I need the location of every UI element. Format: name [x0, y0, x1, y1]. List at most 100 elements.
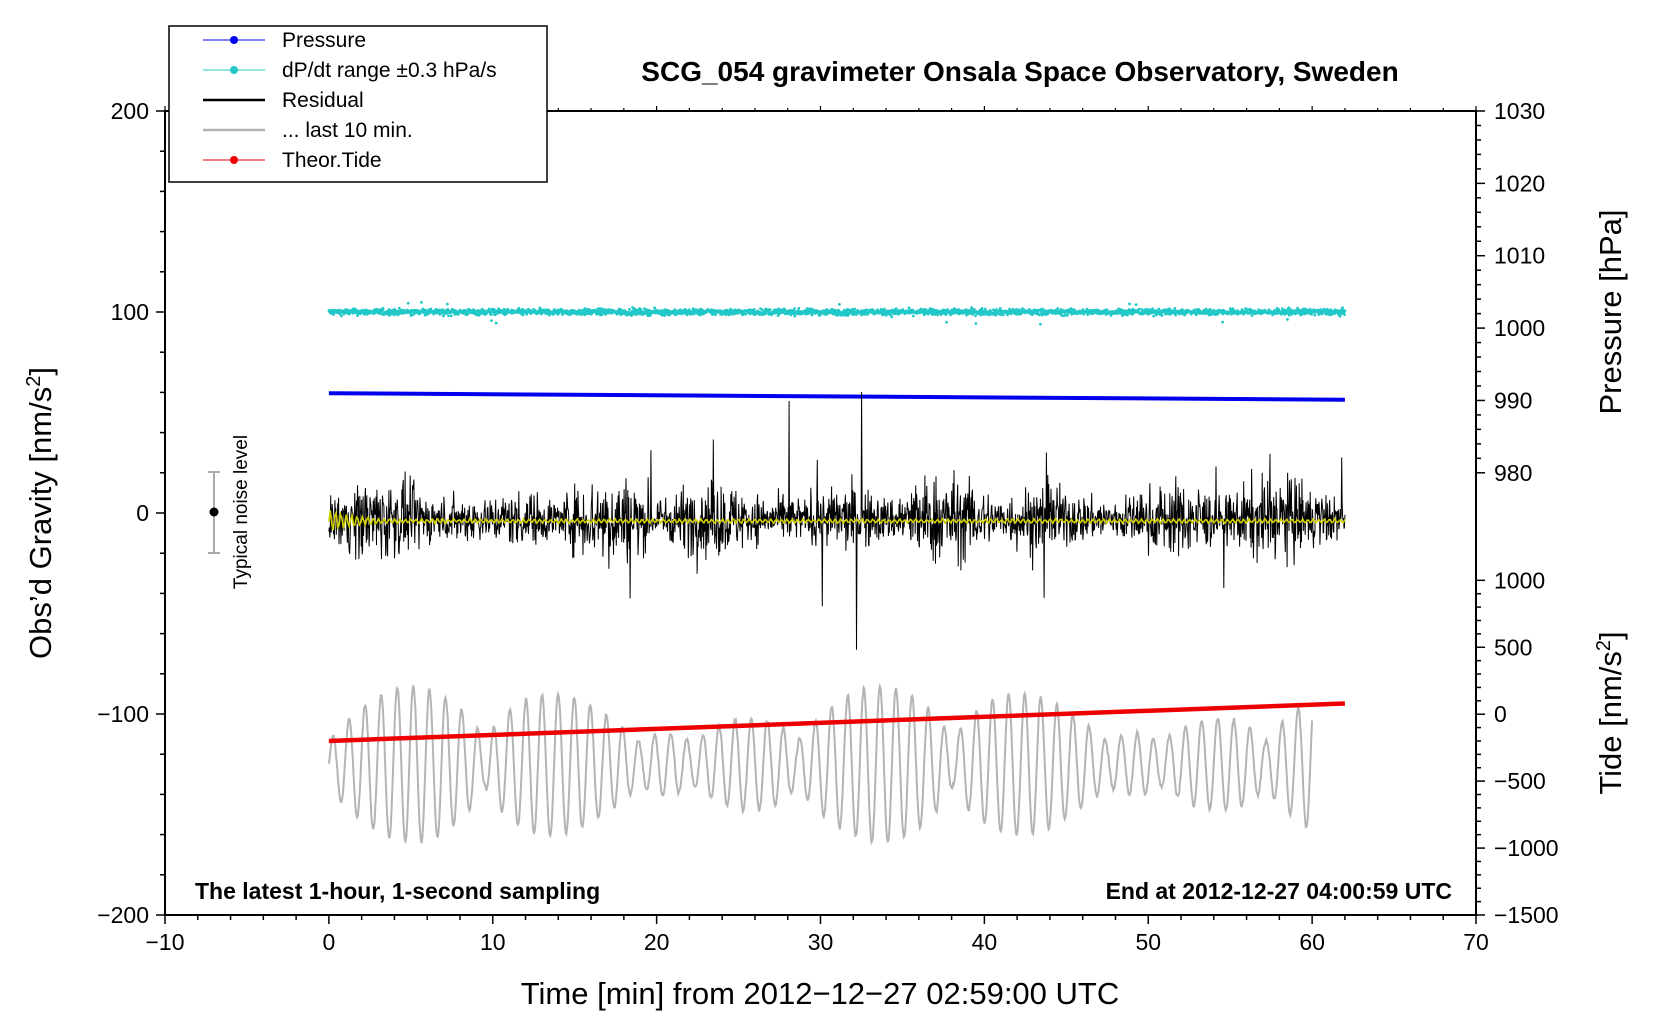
dpdt-point	[736, 311, 740, 315]
noise-level-marker: Typical noise level	[208, 435, 252, 589]
dpdt-point	[1085, 307, 1089, 311]
dpdt-point	[845, 310, 849, 314]
dpdt-point	[808, 307, 812, 311]
dpdt-point	[727, 313, 731, 317]
y-axis-label-pressure: Pressure [hPa]	[1593, 209, 1628, 414]
dpdt-point	[793, 314, 797, 318]
dpdt-point	[1160, 314, 1164, 317]
dpdt-point	[506, 307, 510, 311]
legend-item: Theor.Tide	[203, 149, 382, 172]
dpdt-point	[884, 313, 888, 317]
legend-box	[168, 25, 548, 183]
dpdt-point	[445, 302, 449, 306]
series-dpdt	[327, 300, 1347, 326]
legend-marker	[230, 36, 238, 44]
dpdt-point	[1152, 314, 1156, 318]
dpdt-point	[972, 308, 976, 311]
y-axis-label-tide: Tide [nm/s2]	[1593, 631, 1628, 794]
dpdt-point	[838, 303, 841, 306]
dpdt-point	[1343, 313, 1346, 317]
y-axis-label-tide-sup: 2	[1593, 640, 1615, 651]
dpdt-point	[810, 313, 814, 317]
legend-label: Pressure	[282, 29, 366, 52]
x-tick-label: 20	[644, 929, 670, 955]
dpdt-point	[1038, 322, 1042, 326]
dpdt-point	[911, 314, 915, 318]
dpdt-point	[983, 307, 987, 311]
dpdt-point	[843, 308, 846, 312]
dpdt-point	[971, 312, 975, 316]
dpdt-point	[980, 307, 984, 310]
dpdt-point	[449, 314, 453, 318]
legend-items: Pressure dP/dt range ±0.3 hPa/s Residual..…	[203, 29, 497, 172]
dpdt-point	[339, 314, 343, 318]
dpdt-point	[1277, 308, 1281, 312]
dpdt-point	[1056, 307, 1060, 310]
dpdt-point	[1286, 318, 1289, 321]
dpdt-point	[494, 321, 498, 325]
dpdt-point	[995, 308, 998, 312]
series-residual-smoothed	[328, 510, 1346, 531]
data-marks	[327, 300, 1347, 846]
y-axis-label-left-end: ]	[23, 367, 58, 376]
dpdt-point	[793, 307, 796, 311]
pressure-tick-label: 1020	[1494, 170, 1545, 196]
dpdt-point	[835, 313, 839, 317]
dpdt-point	[1140, 308, 1144, 311]
legend-label: dP/dt range ±0.3 hPa/s	[282, 59, 497, 82]
dpdt-point	[447, 314, 450, 318]
dpdt-point	[1134, 303, 1138, 307]
dpdt-point	[354, 308, 358, 311]
dpdt-point	[797, 306, 801, 310]
dpdt-point	[424, 313, 427, 317]
noise-dot	[209, 507, 219, 517]
y-axis-label-tide-text: Tide [nm/s	[1593, 651, 1628, 795]
annotation-end-time: End at 2012-12-27 04:00:59 UTC	[1106, 878, 1452, 904]
y-axis-label-left-text: Obs’d Gravity [nm/s	[23, 387, 58, 659]
dpdt-point	[357, 309, 360, 313]
dpdt-point	[907, 306, 911, 310]
dpdt-point	[1001, 313, 1005, 317]
dpdt-point	[1011, 307, 1015, 311]
series-pressure	[328, 391, 1345, 402]
legend: Pressure dP/dt range ±0.3 hPa/s Residual..…	[168, 25, 548, 183]
dpdt-point	[1060, 314, 1063, 317]
tide-tick-label: 0	[1494, 701, 1507, 727]
dpdt-point	[472, 309, 476, 312]
pressure-tick-label: 990	[1494, 387, 1532, 413]
dpdt-point	[687, 308, 691, 312]
dpdt-point	[1313, 313, 1317, 317]
noise-label: Typical noise level	[231, 435, 252, 589]
dpdt-point	[882, 307, 886, 311]
dpdt-point	[1174, 313, 1178, 317]
dpdt-point	[945, 320, 948, 324]
dpdt-point	[490, 319, 493, 323]
legend-item: Residual	[203, 89, 364, 112]
legend-label: Residual	[282, 89, 364, 112]
dpdt-point	[630, 314, 633, 318]
x-axis-label: Time [min] from 2012−12−27 02:59:00 UTC	[521, 976, 1120, 1011]
legend-item: ... last 10 min.	[203, 119, 413, 142]
dpdt-point	[1209, 308, 1212, 311]
legend-item: dP/dt range ±0.3 hPa/s	[203, 59, 497, 82]
dpdt-point	[923, 312, 927, 316]
y-axis-label-tide-end: ]	[1593, 631, 1628, 640]
dpdt-point	[1131, 307, 1135, 311]
legend-label: ... last 10 min.	[282, 119, 413, 142]
dpdt-point	[853, 307, 857, 311]
dpdt-point	[595, 312, 599, 316]
dpdt-point	[1126, 313, 1129, 317]
dpdt-point	[1343, 309, 1347, 313]
dpdt-point	[406, 301, 410, 305]
x-tick-label: 30	[808, 929, 834, 955]
dpdt-point	[1151, 308, 1155, 312]
dpdt-point	[381, 307, 385, 311]
tide-tick-label: −500	[1494, 768, 1546, 794]
dpdt-point	[429, 307, 433, 311]
dpdt-point	[1015, 308, 1018, 311]
dpdt-point	[974, 322, 978, 325]
y-axis-label-left-sup: 2	[23, 376, 45, 387]
dpdt-point	[890, 315, 894, 319]
dpdt-point	[598, 307, 602, 310]
chart-title: SCG_054 gravimeter Onsala Space Observat…	[641, 56, 1398, 87]
